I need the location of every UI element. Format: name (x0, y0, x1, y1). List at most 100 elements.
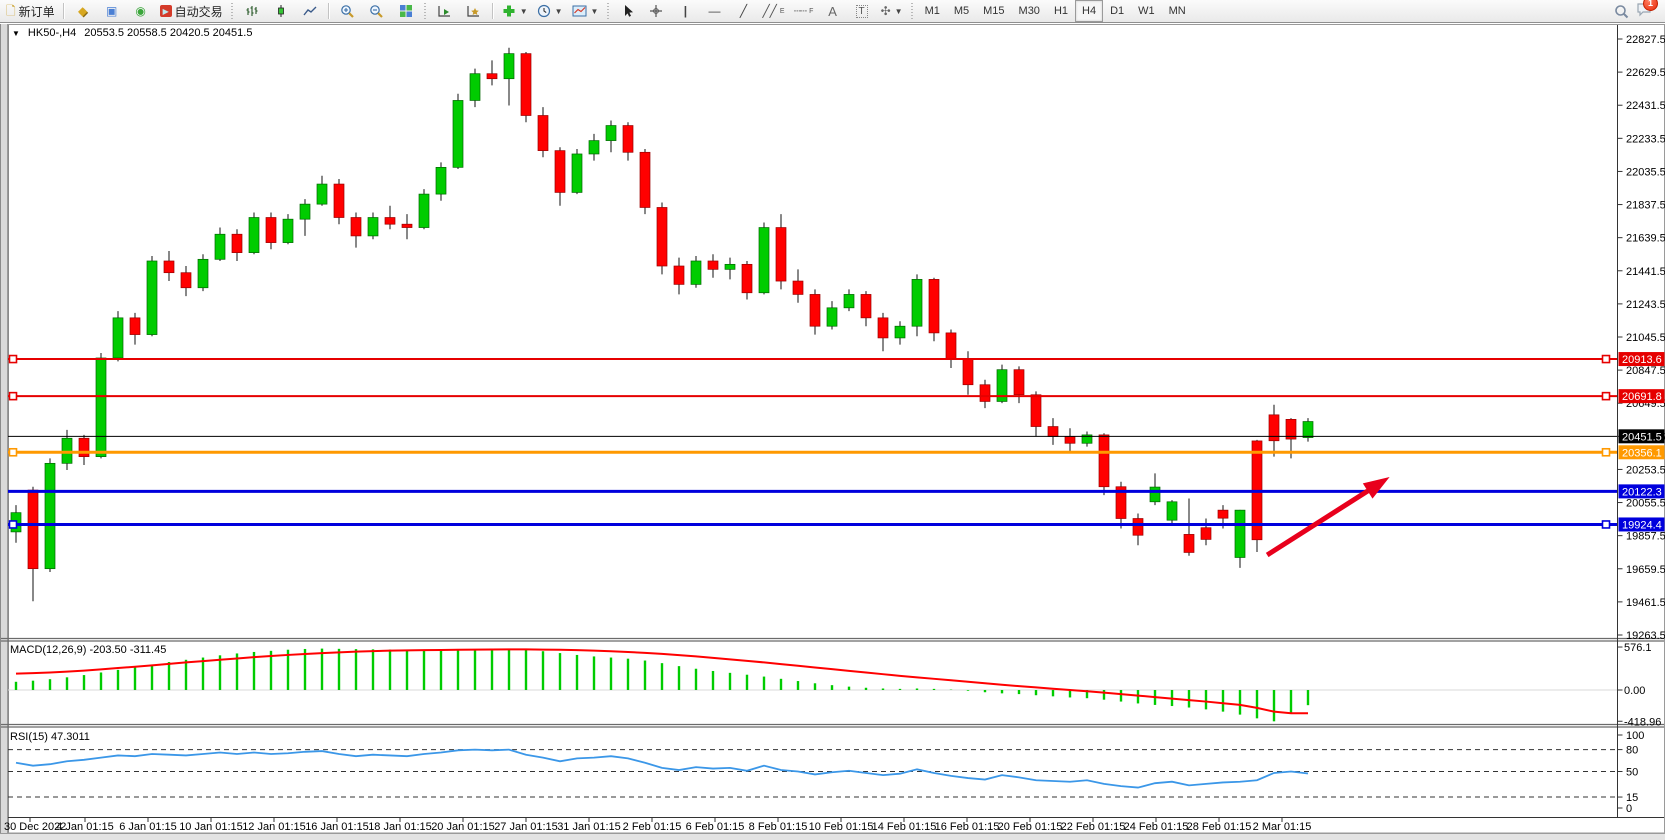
hline-handle[interactable] (1601, 354, 1611, 364)
trend-arrow-head[interactable] (1362, 477, 1390, 499)
terminal-button[interactable]: ▣ (98, 0, 126, 22)
profiles-button[interactable] (460, 0, 488, 22)
timeframe-button-h4[interactable]: H4 (1075, 0, 1104, 22)
new-order-button[interactable]: 🗋 新订单 (2, 0, 59, 22)
candle (962, 359, 974, 386)
zoom-in-button[interactable] (334, 0, 362, 22)
price-tick-label: 22431.5 (1626, 100, 1665, 112)
templates-button[interactable]: ▼ (568, 0, 603, 22)
package-button[interactable]: ◆ (69, 0, 97, 22)
timeframe-button-mn[interactable]: MN (1168, 5, 1186, 17)
window-left-edge (0, 24, 9, 839)
autotrading-button[interactable]: ▶ 自动交易 (156, 0, 227, 22)
rsi-axis-label: 80 (1626, 745, 1638, 757)
time-tick-label: 12 Jan 01:15 (242, 821, 306, 833)
hline-handle[interactable] (8, 391, 18, 401)
hline-handle[interactable] (1601, 520, 1611, 529)
indicators-button[interactable]: ▼ (498, 0, 532, 22)
crosshair-button[interactable] (642, 0, 670, 22)
new-chart-button[interactable] (431, 0, 459, 22)
candle (1098, 434, 1110, 488)
bar-chart-icon (246, 6, 258, 16)
chart-frame (7, 24, 1665, 834)
tile-windows-button[interactable] (392, 0, 420, 22)
price-tick-label: 19857.5 (1626, 531, 1665, 543)
trend-arrow-shaft[interactable] (1265, 488, 1370, 558)
candle (690, 260, 702, 285)
macd-axis-label: 576.1 (1624, 642, 1652, 654)
candle (741, 263, 753, 294)
timeframe-button-m30[interactable]: M30 (1018, 5, 1040, 17)
cursor-button[interactable] (613, 0, 641, 22)
chart-dropdown-icon[interactable]: ▼ (12, 28, 20, 38)
toolbar-grip (422, 3, 428, 19)
toolbar-grip (909, 3, 915, 19)
candle (1183, 534, 1195, 553)
arrows-button[interactable]: ✣ ▼ (877, 0, 907, 22)
candle (367, 217, 379, 237)
price-tag-label: 20356.1 (1622, 447, 1662, 459)
timeframe-button-d1[interactable]: D1 (1110, 5, 1125, 17)
text-button[interactable]: A (819, 0, 847, 22)
time-tick-label: 6 Feb 01:15 (686, 821, 745, 833)
candle (129, 317, 141, 335)
periods-button[interactable]: ▼ (533, 0, 567, 22)
candle (996, 369, 1008, 402)
timeframe-button-m1[interactable]: M1 (924, 5, 940, 17)
search-button[interactable] (1607, 0, 1635, 22)
hline-handle[interactable] (8, 520, 18, 529)
timeframe-button-h1[interactable]: H1 (1053, 5, 1068, 17)
candle (605, 125, 617, 141)
hline-handle[interactable] (8, 447, 18, 457)
zoom-out-icon (370, 4, 383, 18)
candle (1268, 414, 1280, 442)
vertical-line-button[interactable]: | (671, 0, 699, 22)
trendline-button[interactable]: ╱ (729, 0, 757, 22)
toolbar-grip (605, 3, 611, 19)
symbol-period-label: HK50-,H4 (27, 27, 77, 39)
price-tag-label: 20913.6 (1622, 354, 1662, 366)
price-tick-label: 20055.5 (1626, 498, 1665, 510)
price-tick-label: 20253.5 (1626, 464, 1665, 476)
time-tick-label: 28 Feb 01:15 (1187, 821, 1252, 833)
zoom-in-icon (341, 4, 354, 18)
timeframe-button-w1[interactable]: W1 (1138, 5, 1155, 17)
candle (724, 263, 736, 270)
price-tick-label: 22827.5 (1626, 34, 1665, 46)
main-toolbar: 🗋 新订单 ◆ ▣ ◉ ▶ 自动交易 ▼ (0, 0, 1665, 23)
timeframe-button-m15[interactable]: M15 (983, 5, 1005, 17)
candle (1285, 419, 1297, 440)
text-label-button[interactable]: T (848, 0, 876, 22)
bar-chart-button[interactable] (238, 0, 266, 22)
vertical-line-icon: | (683, 4, 688, 18)
channel-button[interactable]: ╱╱ E (758, 0, 788, 22)
zoom-out-button[interactable] (363, 0, 391, 22)
timeframe-button-m5[interactable]: M5 (953, 5, 970, 17)
macd-indicator-label: MACD(12,26,9) -203.50 -311.45 (10, 644, 167, 656)
horizontal-line-button[interactable]: — (700, 0, 728, 22)
candle (1234, 509, 1246, 558)
price-tag-label: 20451.5 (1622, 431, 1662, 443)
candlestick-button[interactable] (267, 0, 295, 22)
time-tick-label: 20 Jan 01:15 (431, 821, 495, 833)
price-tag (1618, 445, 1665, 460)
line-chart-button[interactable] (296, 0, 324, 22)
hline-handle[interactable] (1601, 391, 1611, 401)
text-label-icon: T (855, 4, 868, 18)
hline-handle[interactable] (8, 354, 18, 364)
notifications-button[interactable]: 1 (1636, 0, 1658, 22)
fibonacci-button[interactable]: ┄┄ F (790, 0, 818, 22)
signals-button[interactable]: ◉ (127, 0, 155, 22)
terminal-window-icon: ▣ (106, 4, 118, 18)
time-tick-label: 6 Jan 01:15 (119, 821, 177, 833)
rsi-indicator-label: RSI(15) 47.3011 (10, 731, 90, 743)
hline-handle[interactable] (1601, 447, 1611, 457)
candle (911, 279, 923, 327)
candle (554, 150, 566, 193)
channel-sub-label: E (779, 7, 785, 15)
time-tick-label: 20 Feb 01:15 (998, 821, 1063, 833)
indicators-icon (503, 5, 515, 17)
price-tick-label: 20847.5 (1626, 365, 1665, 377)
time-tick-label: 2 Feb 01:15 (623, 821, 682, 833)
